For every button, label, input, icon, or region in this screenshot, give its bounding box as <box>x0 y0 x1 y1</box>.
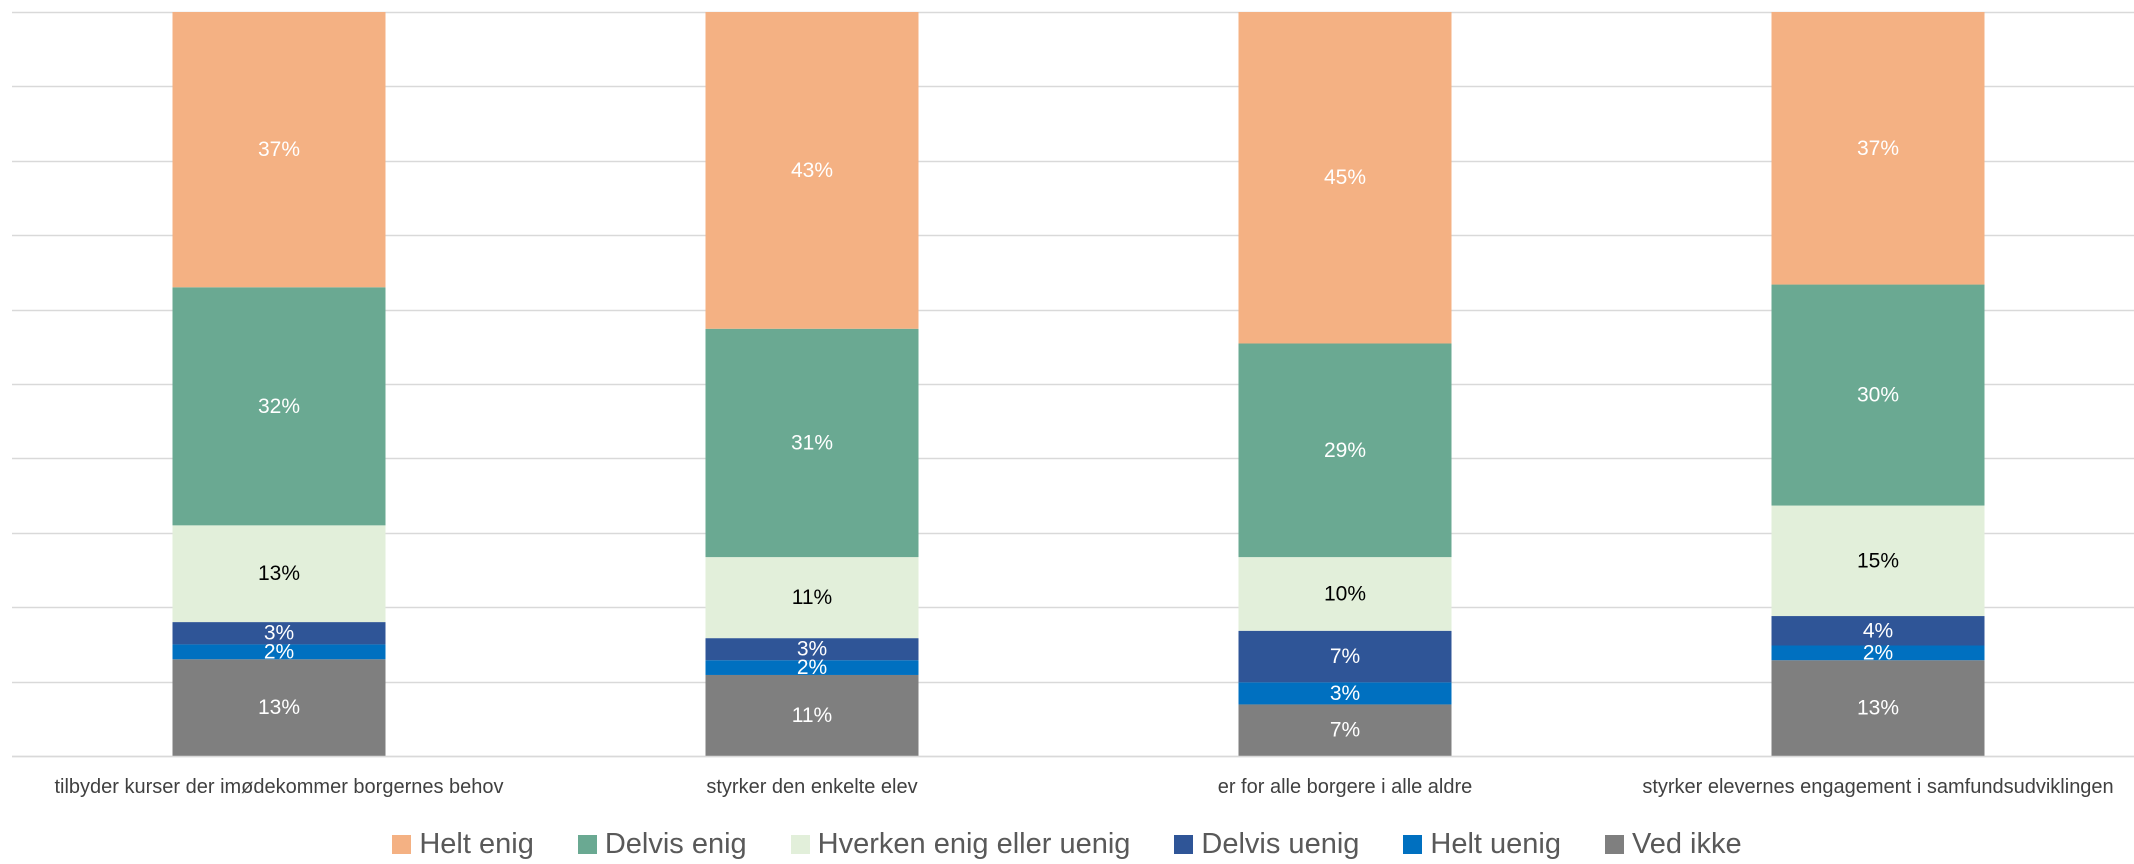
bar-segment <box>1771 660 1985 756</box>
bar-segment <box>1238 630 1452 683</box>
data-labels: 13%2%3%13%32%37%11%2%3%11%31%43%7%3%7%10… <box>258 137 1899 742</box>
legend-item: Delvis uenig <box>1174 828 1359 861</box>
bar-segment <box>1238 12 1452 344</box>
bar-segment <box>705 328 919 558</box>
data-label: 11% <box>792 586 832 609</box>
legend-item: Helt enig <box>392 827 534 861</box>
data-label: 32% <box>258 395 300 418</box>
data-label: 3% <box>1330 682 1360 705</box>
data-label: 3% <box>264 622 294 645</box>
data-label: 37% <box>1857 137 1899 160</box>
legend-label: Hverken enig eller uenig <box>817 827 1131 860</box>
legend-label: Delvis uenig <box>1201 827 1360 860</box>
legend-swatch <box>790 834 810 854</box>
bar-segment <box>1238 557 1452 631</box>
bar-segment <box>1771 284 1985 506</box>
category-label: styrker elevernes engagement i samfundsu… <box>1642 776 2113 798</box>
data-label: 13% <box>258 696 300 719</box>
data-label: 37% <box>258 138 300 161</box>
data-label: 29% <box>1324 439 1366 462</box>
data-label: 4% <box>1863 619 1893 642</box>
data-label: 30% <box>1857 384 1899 407</box>
legend-item: Helt uenig <box>1403 828 1561 861</box>
data-label: 3% <box>797 638 827 661</box>
data-label: 43% <box>791 159 833 182</box>
data-label: 15% <box>1857 549 1899 572</box>
legend-item: Ved ikke <box>1605 828 1742 861</box>
bar-segment <box>172 12 386 288</box>
bar-segment <box>705 12 919 329</box>
legend-item: Delvis enig <box>577 827 747 861</box>
legend-label: Helt enig <box>419 827 534 860</box>
data-label: 10% <box>1324 582 1366 605</box>
data-label: 13% <box>1857 697 1899 720</box>
bar-segment <box>172 644 386 660</box>
data-label: 11% <box>792 704 832 727</box>
data-label: 7% <box>1330 645 1360 668</box>
bar-segment <box>1771 505 1985 617</box>
data-label: 2% <box>797 656 827 679</box>
bar-segment <box>1238 682 1452 705</box>
legend-label: Ved ikke <box>1632 827 1742 860</box>
bar-segment <box>1238 343 1452 558</box>
bar-segment <box>172 659 386 756</box>
bar-segment <box>705 660 919 675</box>
category-label: tilbyder kurser der imødekommer borgerne… <box>54 776 503 798</box>
category-labels: tilbyder kurser der imødekommer borgerne… <box>54 776 2113 798</box>
bar-segment <box>172 622 386 645</box>
bar-segment <box>705 674 919 756</box>
legend-swatch <box>392 834 412 854</box>
legend-item: Hverken enig eller uenig <box>790 827 1131 861</box>
bar-segment <box>705 557 919 639</box>
data-label: 31% <box>791 431 833 454</box>
bars <box>172 12 1985 756</box>
legend-swatch <box>1174 834 1194 854</box>
bar-segment <box>1771 616 1985 646</box>
legend: Helt enig Delvis enig Hverken enig eller u… <box>0 824 2134 864</box>
category-label: er for alle borgere i alle aldre <box>1218 776 1473 798</box>
bar-segment <box>1238 704 1452 756</box>
legend-swatch <box>1605 834 1624 854</box>
data-label: 7% <box>1330 719 1360 742</box>
data-label: 2% <box>264 640 294 663</box>
bar-segment <box>1771 12 1985 285</box>
bar-segment <box>172 525 386 623</box>
bar-segment <box>1771 645 1985 661</box>
legend-label: Helt uenig <box>1430 827 1561 860</box>
bar-segment <box>172 287 386 526</box>
data-label: 13% <box>258 562 300 585</box>
stacked-bar-chart: 13%2%3%13%32%37%11%2%3%11%31%43%7%3%7%10… <box>12 11 2134 798</box>
legend-label: Delvis enig <box>604 827 747 860</box>
legend-swatch <box>577 834 597 854</box>
legend-swatch <box>1403 834 1423 854</box>
category-label: styrker den enkelte elev <box>706 776 917 798</box>
bar-segment <box>705 638 919 661</box>
data-label: 45% <box>1324 166 1366 189</box>
data-label: 2% <box>1863 641 1893 664</box>
